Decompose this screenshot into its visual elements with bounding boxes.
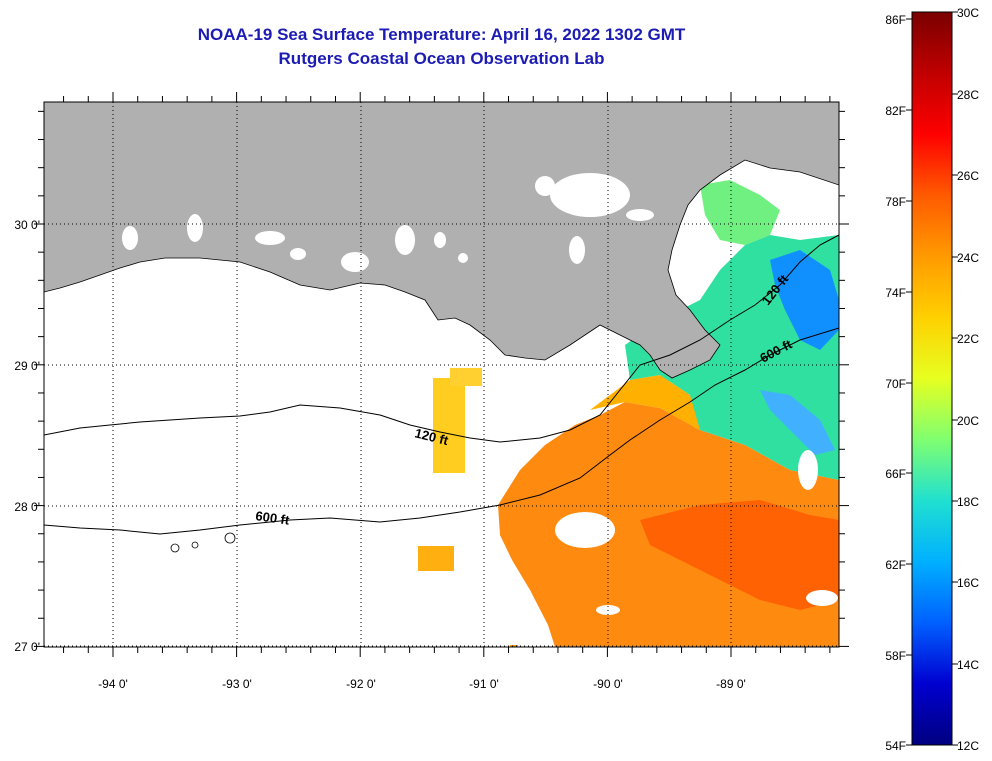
sst-hot-region <box>640 500 839 610</box>
colorbar-c-label: 14C <box>957 658 979 672</box>
map-panel <box>44 102 839 647</box>
colorbar-c-label: 24C <box>957 251 979 265</box>
cloud-gap <box>555 512 615 548</box>
sst-patch-southwest <box>418 546 454 571</box>
island <box>170 543 180 553</box>
sst-yellow-band <box>590 375 720 430</box>
colorbar-c-label: 12C <box>957 739 979 753</box>
colorbar-f-label: 82F <box>885 104 906 118</box>
sst-green-northeast <box>700 180 780 245</box>
graticule <box>44 102 839 647</box>
island <box>224 532 236 544</box>
lat-tick-label: 30 0' <box>14 218 40 232</box>
colorbar-c-label: 22C <box>957 332 979 346</box>
lon-tick-label: -92 0' <box>346 677 376 691</box>
lake <box>458 253 468 263</box>
cloud-gap <box>798 450 818 490</box>
colorbar-c-label: 16C <box>957 576 979 590</box>
lon-tick-label: -89 0' <box>716 677 746 691</box>
lat-tick-label: 29 0' <box>14 359 40 373</box>
lat-tick-label: 27 0' <box>14 640 40 654</box>
contour-600ft-line <box>44 327 839 535</box>
lat-tick-label: 28 0' <box>14 500 40 514</box>
map-frame <box>43 101 840 648</box>
sst-blue-patch-2 <box>760 390 835 455</box>
colorbar <box>911 11 953 746</box>
lon-tick-label: -94 0' <box>98 677 128 691</box>
colorbar-c-label: 26C <box>957 169 979 183</box>
lake <box>434 232 446 248</box>
lake <box>255 231 285 245</box>
sst-patch-west <box>433 378 465 473</box>
lon-tick-label: -91 0' <box>469 677 499 691</box>
sst-patch-south <box>510 645 518 647</box>
lon-tick-label: -90 0' <box>593 677 623 691</box>
cloud-gap <box>806 590 838 606</box>
sst-patch-west-2 <box>450 368 482 386</box>
lake <box>569 236 585 264</box>
colorbar-f-label: 58F <box>885 649 906 663</box>
map-subtitle: Rutgers Coastal Ocean Observation Lab <box>278 49 605 68</box>
lake <box>290 248 306 260</box>
sst-blue-patches <box>770 250 839 350</box>
colorbar-ticks <box>906 11 958 746</box>
contour-120ft-line <box>44 234 839 443</box>
colorbar-f-label: 86F <box>885 13 906 27</box>
lake <box>187 214 203 242</box>
colorbar-f-label: 70F <box>885 377 906 391</box>
colorbar-f-label: 74F <box>885 286 906 300</box>
lake <box>395 225 415 255</box>
lake <box>550 173 630 217</box>
lon-tick-label: -93 0' <box>222 677 252 691</box>
frame-ticks <box>34 92 849 657</box>
map-title: NOAA-19 Sea Surface Temperature: April 1… <box>197 25 686 44</box>
colorbar-c-label: 18C <box>957 495 979 509</box>
colorbar-c-label: 28C <box>957 88 979 102</box>
contour-label-600ft-west: 600 ft <box>255 508 291 528</box>
island <box>191 541 199 549</box>
lake <box>341 252 369 272</box>
colorbar-c-label: 20C <box>957 414 979 428</box>
colorbar-f-label: 54F <box>885 739 906 753</box>
lake <box>626 209 654 221</box>
lake <box>122 226 138 250</box>
colorbar-c-label: 30C <box>957 6 979 20</box>
colorbar-f-label: 78F <box>885 195 906 209</box>
lake <box>535 176 555 196</box>
colorbar-f-label: 62F <box>885 558 906 572</box>
colorbar-f-label: 66F <box>885 467 906 481</box>
